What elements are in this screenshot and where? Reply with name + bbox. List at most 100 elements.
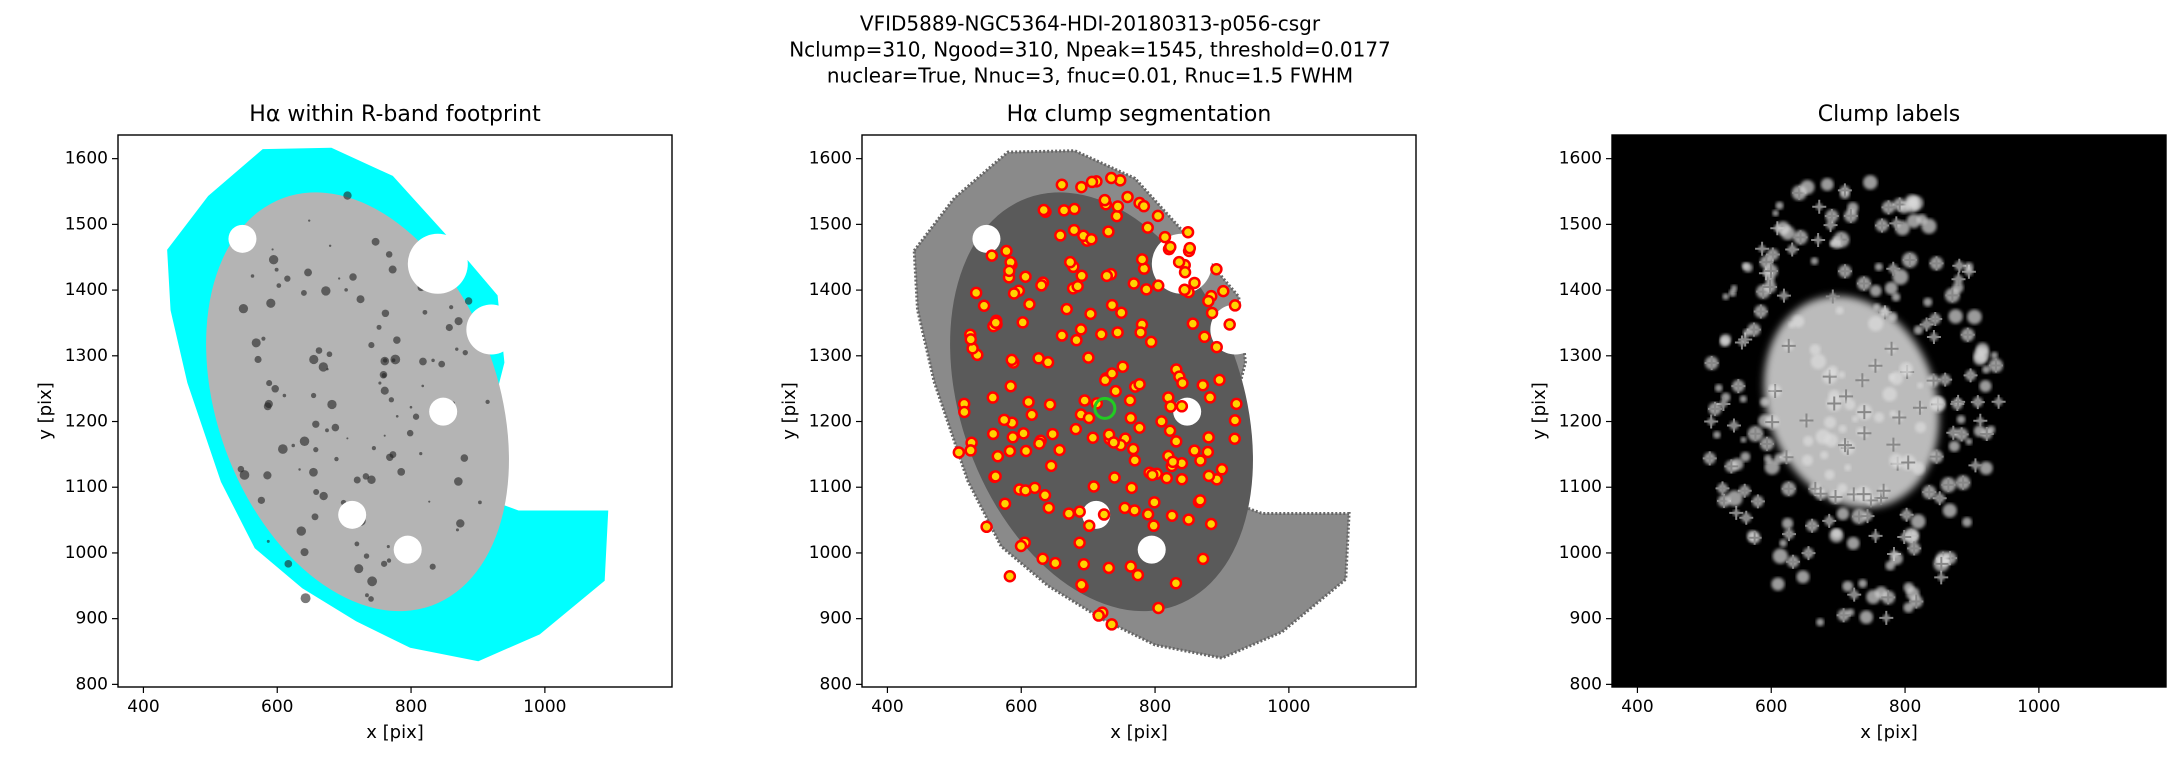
y-tick-label: 1100	[1559, 477, 1602, 497]
clump-cross	[1855, 373, 1870, 388]
clump-marker	[1186, 317, 1200, 330]
emission	[327, 399, 337, 410]
clump-blob	[1713, 431, 1721, 439]
clump-marker	[1078, 394, 1091, 407]
clump-cross	[1748, 426, 1763, 441]
clump-blob	[1965, 438, 1973, 445]
clump-marker	[1141, 508, 1155, 521]
x-tick-label: 800	[1139, 697, 1171, 717]
y-tick-label: 1400	[65, 280, 108, 300]
emission	[300, 290, 307, 296]
emission	[383, 434, 386, 437]
clump-marker	[1082, 411, 1096, 425]
y-tick-label: 800	[76, 674, 108, 694]
emission	[356, 295, 365, 304]
clump-blob	[1910, 514, 1926, 529]
emission	[371, 446, 376, 451]
clump-marker	[1111, 326, 1124, 339]
clump-marker	[1003, 569, 1017, 583]
emission	[284, 560, 293, 568]
clump-marker	[1194, 454, 1207, 467]
clump-cross	[1956, 475, 1971, 490]
clump-cross	[1979, 426, 1994, 441]
clump-cross	[1827, 396, 1842, 411]
nucleus	[1093, 396, 1117, 420]
emission	[395, 414, 399, 418]
clump-blob	[1863, 175, 1878, 190]
y-tick-label: 1500	[1559, 214, 1602, 234]
emission	[368, 342, 375, 349]
emission	[251, 338, 261, 348]
clump-cross	[1812, 199, 1827, 214]
emission	[485, 399, 490, 405]
clump-blob	[1964, 262, 1974, 272]
clump-marker	[1151, 279, 1165, 292]
clump-blob	[1800, 179, 1815, 195]
clump-cross	[1926, 330, 1941, 345]
clump-marker	[1141, 221, 1154, 234]
clump-blob	[1810, 353, 1827, 370]
clump-marker	[1085, 232, 1098, 246]
suptitle-line: Nclump=310, Ngood=310, Npeak=1545, thres…	[789, 38, 1391, 62]
emission	[367, 576, 378, 587]
clump-blob	[1803, 435, 1814, 447]
emission	[313, 489, 320, 496]
emission	[319, 491, 328, 501]
x-tick-label: 600	[261, 697, 293, 717]
clump-cross	[1909, 594, 1924, 609]
clump-cross	[1781, 481, 1796, 496]
clump-blob	[1837, 371, 1846, 379]
clump-marker	[1046, 427, 1059, 441]
x-tick-label: 400	[1621, 697, 1653, 717]
clump-marker	[1213, 373, 1226, 387]
clump-marker	[1116, 360, 1129, 373]
clump-cross	[1963, 368, 1978, 383]
clump-marker	[1144, 335, 1158, 349]
clump-cross	[1886, 261, 1901, 276]
emission	[326, 351, 333, 358]
clump-cross	[1960, 327, 1975, 342]
clump-cross	[1824, 209, 1839, 224]
clump-marker	[1188, 276, 1201, 290]
emission	[371, 237, 380, 246]
clump-cross	[1934, 570, 1949, 585]
emission	[328, 244, 332, 247]
x-tick-label: 1000	[1267, 697, 1310, 717]
x-axis-label: x [pix]	[366, 722, 424, 743]
panel: 400 600 800 1000 800 900 1000 1100 1200 1300 1400 1…	[779, 102, 1417, 743]
emission	[266, 539, 270, 543]
y-tick-label: 1600	[65, 149, 108, 169]
clump-cross	[1739, 510, 1754, 525]
clump-cross	[1813, 486, 1828, 501]
clump-marker	[1069, 422, 1083, 436]
clump-marker	[1152, 601, 1165, 615]
clump-marker	[1053, 443, 1066, 457]
clump-marker	[1105, 618, 1118, 631]
clump-marker	[1172, 255, 1186, 269]
clump-marker	[1068, 202, 1081, 216]
clump-marker	[991, 450, 1005, 463]
clump-marker	[1016, 316, 1029, 329]
emission	[263, 402, 272, 411]
clump-blob	[1831, 528, 1842, 539]
y-tick-label: 1000	[1559, 543, 1602, 563]
clump-cross	[1912, 400, 1927, 415]
emission	[429, 563, 436, 570]
clump-cross	[1737, 483, 1752, 498]
clump-cross	[1919, 317, 1934, 332]
clump-marker	[1223, 318, 1236, 331]
y-tick-label: 900	[76, 609, 108, 629]
clump-cross	[1822, 513, 1837, 528]
clump-cross	[1704, 414, 1719, 429]
clump-marker	[1181, 225, 1195, 239]
suptitle-line: nuclear=True, Nnuc=3, fnuc=0.01, Rnuc=1.…	[827, 64, 1353, 88]
emission	[346, 437, 349, 440]
emission	[315, 347, 323, 354]
clump-blob	[1979, 380, 1992, 393]
emission	[382, 358, 388, 363]
clump-blob	[1891, 292, 1901, 302]
clump-cross	[1932, 491, 1947, 506]
clump-marker	[1175, 400, 1189, 413]
clump-cross	[1941, 477, 1956, 492]
y-tick-label: 1500	[65, 214, 108, 234]
